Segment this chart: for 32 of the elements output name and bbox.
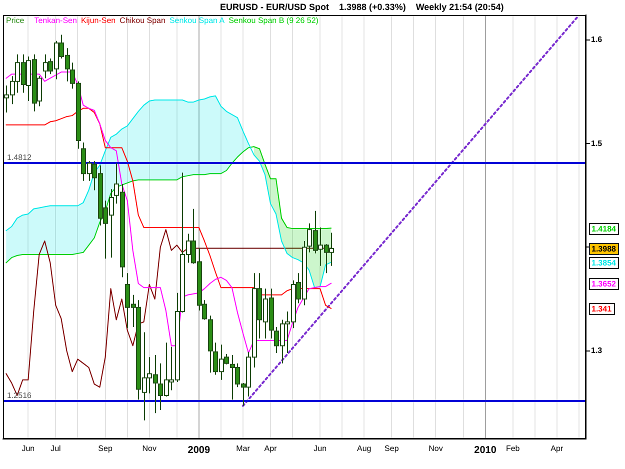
text: Chikou Span: [120, 16, 166, 25]
x-tick-label: Sep: [98, 444, 113, 454]
text: 1.4184: [592, 224, 617, 234]
x-tick-label: 2010: [474, 444, 497, 456]
chart-title: EURUSD - EUR/USD Spot: [220, 2, 330, 12]
text: Price: [6, 16, 24, 25]
text: 1.3988: [592, 244, 617, 254]
x-tick-label: Apr: [264, 444, 278, 454]
text: Senkou Span A: [169, 16, 225, 25]
x-tick-label: Nov: [142, 444, 156, 454]
ref-line-label: 1.4812: [7, 153, 32, 162]
x-tick-label: Apr: [550, 444, 564, 454]
text: 1.3854: [592, 258, 617, 268]
ref-line-label: 1.2516: [7, 391, 32, 400]
text: 1.341: [592, 304, 612, 314]
chart-subtitle: 1.3988 (+0.33%) Weekly 21:54 (20:54): [339, 2, 504, 12]
y-tick-label: 1.3: [591, 346, 603, 356]
x-tick-label: Sep: [384, 444, 400, 454]
x-tick-label: Feb: [506, 444, 520, 454]
x-tick-label: 2009: [188, 444, 210, 456]
x-tick-label: Jun: [22, 444, 35, 454]
x-tick-label: Nov: [428, 444, 443, 454]
x-tick-label: Mar: [236, 444, 250, 454]
x-tick-label: Jul: [50, 444, 62, 454]
text: Kijun-Sen: [80, 16, 116, 25]
text: Tenkan-Sen: [34, 16, 77, 25]
x-tick-label: Jun: [314, 444, 327, 454]
text: Senkou Span B (9 26 52): [228, 16, 318, 25]
y-tick-label: 1.5: [591, 138, 603, 148]
y-tick-label: 1.6: [591, 35, 603, 44]
x-tick-label: Aug: [357, 444, 372, 454]
text: 1.3652: [592, 280, 617, 289]
